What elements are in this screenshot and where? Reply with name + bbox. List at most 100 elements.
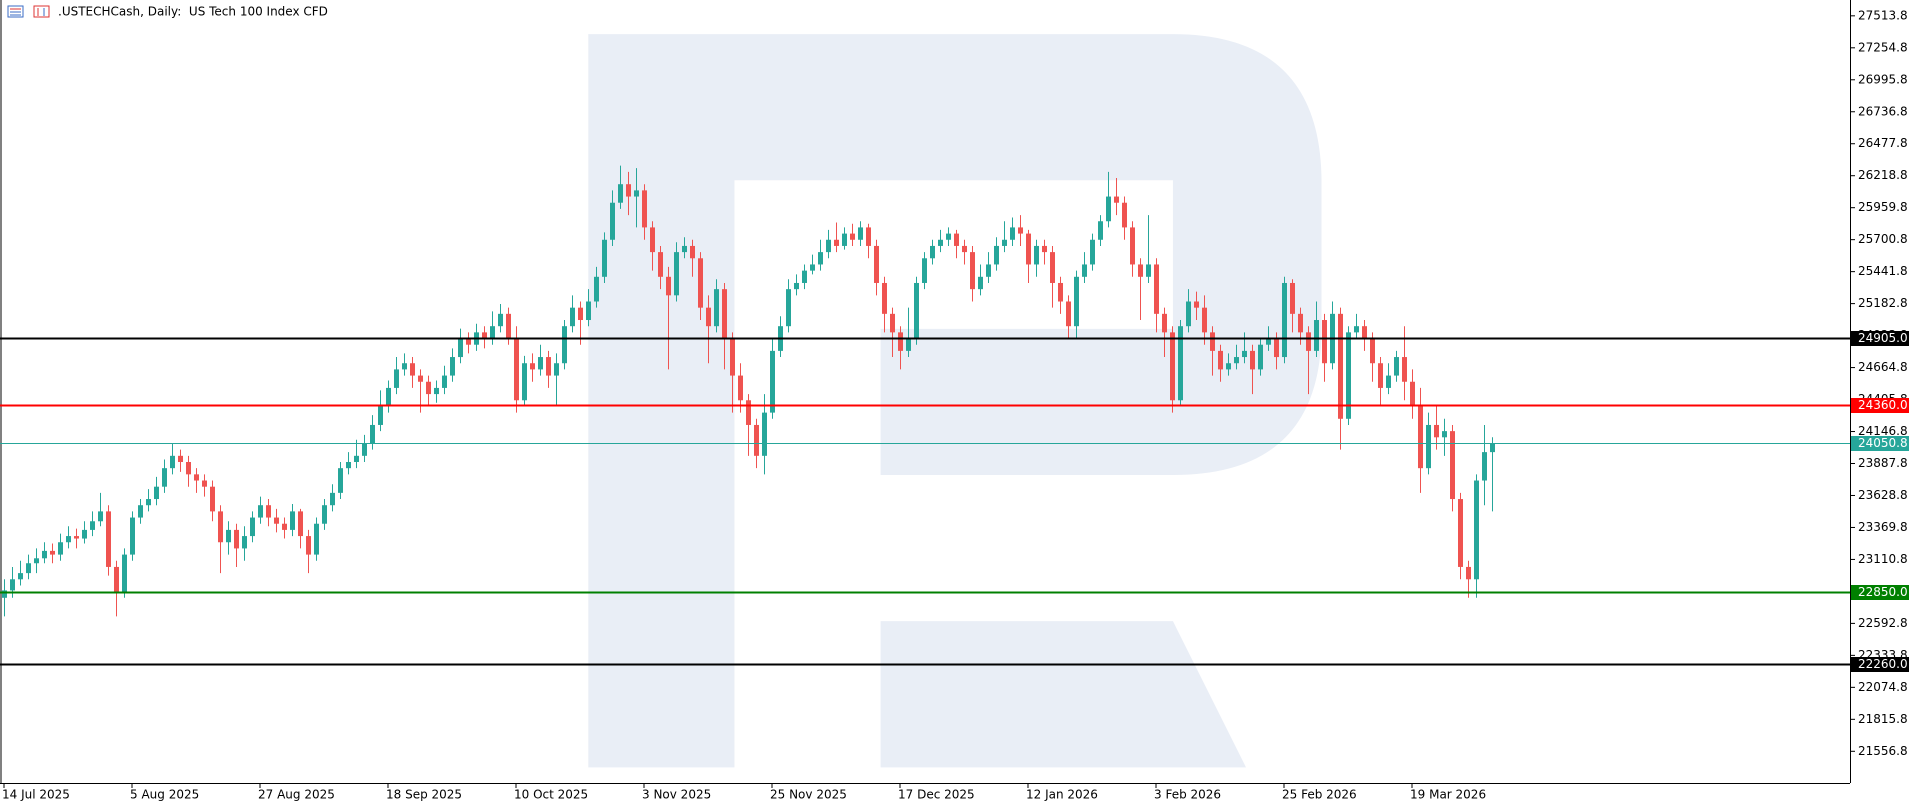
candle-body: [234, 529, 239, 549]
candle-body: [642, 190, 647, 228]
candle-body: [154, 486, 159, 500]
candle-body: [1354, 326, 1359, 333]
candle-body: [1298, 313, 1303, 333]
candle-body: [1074, 276, 1079, 327]
y-tick-label: 22074.8: [1858, 680, 1908, 694]
candle-body: [666, 276, 671, 296]
candle-body: [1210, 332, 1215, 351]
y-tick-label: 23887.8: [1858, 456, 1908, 470]
candle-body: [90, 521, 95, 530]
candle-body: [10, 579, 15, 591]
candle-body: [178, 455, 183, 462]
candle-body: [1226, 363, 1231, 370]
candle-body: [586, 301, 591, 321]
candle-body: [194, 474, 199, 481]
level-label: 24905.0: [1858, 331, 1908, 345]
candle-body: [698, 258, 703, 308]
y-tick-label: 24664.8: [1858, 360, 1908, 374]
candle-body: [746, 400, 751, 425]
candle-body: [1458, 499, 1463, 567]
candle-body: [218, 511, 223, 543]
candle-body: [818, 252, 823, 265]
candle-body: [522, 363, 527, 401]
candle-body: [314, 523, 319, 555]
candle-body: [690, 245, 695, 259]
candle-body: [370, 424, 375, 444]
candle-body: [298, 511, 303, 537]
candle-body: [98, 511, 103, 522]
candle-body: [330, 492, 335, 506]
candle-body: [538, 357, 543, 370]
candle-body: [130, 517, 135, 555]
candle-body: [602, 239, 607, 277]
y-tick-label: 27513.8: [1858, 8, 1908, 22]
candle-body: [650, 227, 655, 253]
candle-body: [106, 511, 111, 567]
watermark-leg: [880, 621, 1247, 768]
candle-body: [658, 252, 663, 277]
candle-body: [610, 202, 615, 240]
candle-body: [1346, 332, 1351, 419]
candle-body: [738, 375, 743, 401]
watermark: [588, 34, 1322, 768]
candle-body: [962, 245, 967, 253]
y-tick-label: 23369.8: [1858, 520, 1908, 534]
level-label-bg: [1851, 657, 1909, 672]
candle-body: [562, 326, 567, 364]
candle-body: [1010, 227, 1015, 240]
candle-body: [1258, 344, 1263, 370]
y-tick-label: 25959.8: [1858, 200, 1908, 214]
candle-body: [506, 313, 511, 339]
candle-body: [986, 264, 991, 277]
candle-body: [834, 239, 839, 246]
level-label-bg: [1851, 331, 1909, 346]
candle-body: [1362, 326, 1367, 339]
candle-body: [2, 590, 7, 598]
candle-body: [906, 338, 911, 351]
candle-body: [226, 529, 231, 543]
candle-body: [810, 264, 815, 271]
candle-body: [514, 338, 519, 401]
candle-body: [770, 350, 775, 413]
candle-body: [1058, 282, 1063, 302]
candle-body: [1154, 264, 1159, 314]
candle-body: [1218, 350, 1223, 370]
candle-body: [274, 517, 279, 524]
candle-body: [362, 443, 367, 456]
candle-body: [1322, 320, 1327, 364]
candle-body: [1274, 338, 1279, 358]
candle-body: [570, 307, 575, 327]
x-tick-label: 3 Feb 2026: [1154, 788, 1221, 802]
x-tick-label: 5 Aug 2025: [130, 788, 199, 802]
y-tick-label: 26995.8: [1858, 72, 1908, 86]
candle-body: [26, 563, 31, 574]
candle-body: [490, 326, 495, 339]
candle-body: [530, 363, 535, 370]
candle-body: [466, 338, 471, 345]
candle-body: [1290, 282, 1295, 314]
candle-body: [1106, 196, 1111, 222]
candle-body: [1234, 357, 1239, 364]
candle-body: [882, 282, 887, 314]
y-tick-label: 25441.8: [1858, 264, 1908, 278]
candle-body: [50, 550, 55, 555]
candle-body: [1450, 431, 1455, 500]
candle-body: [306, 536, 311, 555]
level-label-bg: [1851, 436, 1909, 451]
candle-body: [1370, 338, 1375, 364]
x-tick-label: 25 Nov 2025: [770, 788, 847, 802]
candle-body: [1186, 301, 1191, 327]
level-label: 24360.0: [1858, 398, 1908, 412]
candle-body: [1122, 202, 1127, 228]
candle-body: [250, 517, 255, 537]
candle-body: [450, 357, 455, 376]
candle-body: [754, 424, 759, 456]
y-tick-label: 23110.8: [1858, 552, 1908, 566]
candle-body: [442, 375, 447, 388]
candle-body: [1050, 252, 1055, 283]
candle-body: [1282, 282, 1287, 358]
plot: [2, 165, 1495, 617]
candle-body: [1338, 313, 1343, 419]
